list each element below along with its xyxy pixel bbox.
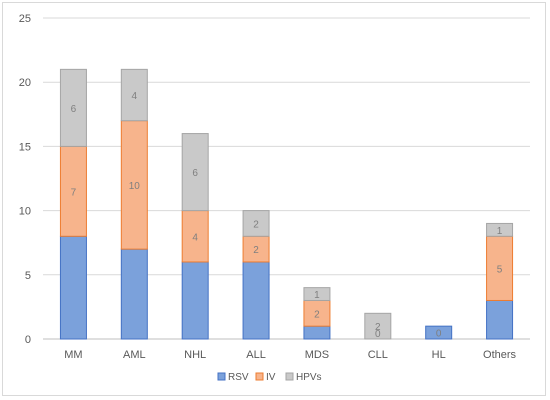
data-label-iv-aml: 10 (129, 181, 141, 192)
legend-label-hpvs: HPVs (296, 372, 322, 383)
legend-swatch-iv (255, 372, 264, 381)
y-tick-label: 5 (25, 270, 31, 282)
data-label-iv-mm: 7 (71, 187, 77, 198)
legend-swatch-rsv (217, 372, 226, 381)
bar-hpvs-cll (364, 312, 392, 340)
bar-hpvs-aml (120, 68, 148, 122)
data-label-hpvs-all: 2 (253, 219, 259, 230)
x-tick-label-hl: HL (432, 349, 446, 361)
legend-label-iv: IV (266, 372, 276, 383)
x-tick-label-all: ALL (246, 349, 266, 361)
data-label-iv-all: 2 (253, 245, 259, 256)
bar-rsv-mds (303, 325, 331, 340)
data-label-hpvs-cll: 2 (375, 322, 381, 333)
chart-frame: 0 5 10 15 20 25 7 6 10 4 4 6 2 2 2 1 0 2 0 5 1 MM AML NHL ALL M… (2, 2, 546, 396)
bar-iv-mm (59, 145, 87, 237)
bar-iv-nhl (181, 210, 209, 263)
bar-iv-aml (120, 120, 148, 250)
bar-iv-all (242, 235, 270, 263)
bar-rsv-hl (425, 325, 453, 340)
bar-iv-others (486, 235, 514, 301)
bar-rsv-all (242, 261, 270, 340)
data-label-iv-nhl: 4 (192, 232, 198, 243)
bar-rsv-aml (120, 248, 148, 340)
y-tick-label: 15 (19, 141, 31, 153)
data-label-hpvs-nhl: 6 (192, 168, 198, 179)
y-tick-label: 20 (19, 77, 31, 89)
bar-hpvs-mm (59, 68, 87, 147)
x-tick-label-mds: MDS (305, 349, 329, 361)
bars (59, 68, 514, 340)
y-tick-label: 10 (19, 206, 31, 218)
data-label-rsv-hl: 0 (436, 329, 442, 340)
y-tick-label: 0 (25, 334, 31, 346)
bar-hpvs-all (242, 210, 270, 237)
legend: RSV IV HPVs (217, 372, 322, 383)
x-tick-label-aml: AML (123, 349, 146, 361)
bar-rsv-others (486, 299, 514, 340)
x-axis-ticks: MM AML NHL ALL MDS CLL HL Others (64, 349, 516, 361)
data-label-hpvs-mm: 6 (71, 104, 77, 115)
data-label-hpvs-others: 1 (497, 226, 503, 237)
gridlines (43, 17, 530, 340)
x-tick-label-others: Others (483, 349, 517, 361)
bar-hpvs-others (486, 222, 514, 237)
x-tick-label-nhl: NHL (184, 349, 206, 361)
x-tick-label-mm: MM (64, 349, 82, 361)
y-tick-label: 25 (19, 13, 31, 25)
data-label-hpvs-mds: 1 (314, 290, 320, 301)
bar-hpvs-nhl (181, 133, 209, 212)
data-label-iv-mds: 2 (314, 309, 320, 320)
data-label-iv-cll: 0 (375, 329, 381, 340)
bar-hpvs-mds (303, 287, 331, 301)
legend-swatch-hpvs (285, 372, 294, 381)
bar-rsv-mm (59, 235, 87, 340)
bar-rsv-nhl (181, 261, 209, 340)
data-label-iv-others: 5 (497, 264, 503, 275)
y-axis-ticks: 0 5 10 15 20 25 (19, 13, 31, 346)
data-label-hpvs-aml: 4 (132, 91, 138, 102)
x-tick-label-cll: CLL (368, 349, 388, 361)
legend-label-rsv: RSV (228, 372, 249, 383)
